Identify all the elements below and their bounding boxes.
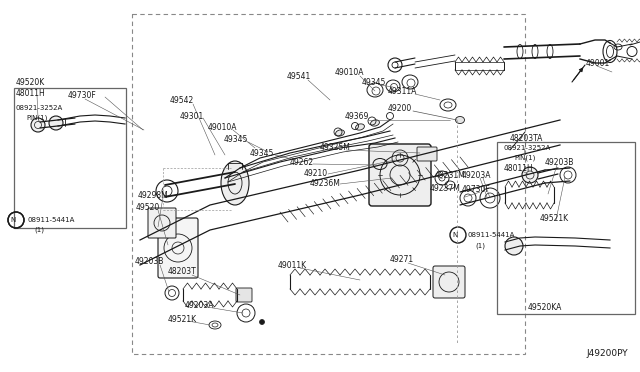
Ellipse shape <box>456 116 465 124</box>
Text: (1): (1) <box>475 243 485 249</box>
Text: 49203B: 49203B <box>545 157 574 167</box>
Text: PIN(1): PIN(1) <box>514 155 536 161</box>
Text: 49542: 49542 <box>170 96 195 105</box>
Text: 49730F: 49730F <box>68 90 97 99</box>
Circle shape <box>259 320 264 324</box>
Text: 08911-5441A: 08911-5441A <box>27 217 74 223</box>
FancyBboxPatch shape <box>148 208 176 238</box>
Text: 08911-5441A: 08911-5441A <box>468 232 515 238</box>
Text: 49345: 49345 <box>362 77 387 87</box>
Text: 49010A: 49010A <box>335 67 365 77</box>
Text: 49262: 49262 <box>290 157 314 167</box>
Text: 49237M: 49237M <box>430 183 461 192</box>
Text: 49541: 49541 <box>287 71 311 80</box>
Circle shape <box>31 118 45 132</box>
Circle shape <box>522 167 538 183</box>
Text: 49011K: 49011K <box>278 260 307 269</box>
Text: 49345: 49345 <box>250 148 275 157</box>
Text: 49210: 49210 <box>304 169 328 177</box>
Bar <box>132 14 525 354</box>
Text: 08921-3252A: 08921-3252A <box>504 145 551 151</box>
Text: 48011H: 48011H <box>16 89 45 97</box>
Text: 49200: 49200 <box>388 103 412 112</box>
Text: 49010A: 49010A <box>208 122 237 131</box>
Text: 49521K: 49521K <box>168 315 197 324</box>
Circle shape <box>49 116 63 130</box>
Ellipse shape <box>356 124 364 130</box>
Circle shape <box>505 237 523 255</box>
Text: N: N <box>452 232 458 238</box>
Ellipse shape <box>221 161 249 205</box>
Bar <box>14 88 126 228</box>
Text: 49520K: 49520K <box>16 77 45 87</box>
Text: 49520KA: 49520KA <box>528 304 563 312</box>
Text: 48203T: 48203T <box>168 267 196 276</box>
Text: 49298M: 49298M <box>138 190 169 199</box>
Text: J49200PY: J49200PY <box>586 349 628 358</box>
Text: 48203TA: 48203TA <box>510 134 543 142</box>
Text: 49301: 49301 <box>180 112 204 121</box>
Text: 49325M: 49325M <box>320 142 351 151</box>
Text: N: N <box>10 217 15 223</box>
Ellipse shape <box>371 120 380 126</box>
Text: 49730F: 49730F <box>462 185 491 193</box>
Ellipse shape <box>335 130 344 136</box>
FancyBboxPatch shape <box>369 144 431 206</box>
Text: PIN(1): PIN(1) <box>26 115 47 121</box>
Text: 08921-3252A: 08921-3252A <box>16 105 63 111</box>
Text: 49001: 49001 <box>586 58 611 67</box>
Text: 48011H: 48011H <box>504 164 534 173</box>
FancyBboxPatch shape <box>433 266 465 298</box>
Text: 49369: 49369 <box>345 112 369 121</box>
Text: 49236M: 49236M <box>310 179 341 187</box>
FancyBboxPatch shape <box>158 218 198 278</box>
Text: 49311A: 49311A <box>388 87 417 96</box>
Text: 49203A: 49203A <box>185 301 214 310</box>
FancyBboxPatch shape <box>417 147 437 161</box>
Text: 49345: 49345 <box>224 135 248 144</box>
Bar <box>497 142 635 314</box>
Text: 49203A: 49203A <box>462 170 492 180</box>
Text: 49520: 49520 <box>136 202 160 212</box>
Text: 49521K: 49521K <box>540 214 569 222</box>
Text: 49203B: 49203B <box>135 257 164 266</box>
Text: (1): (1) <box>34 227 44 233</box>
FancyBboxPatch shape <box>236 288 252 302</box>
Text: 49231M: 49231M <box>435 170 466 180</box>
Text: 49271: 49271 <box>390 256 414 264</box>
